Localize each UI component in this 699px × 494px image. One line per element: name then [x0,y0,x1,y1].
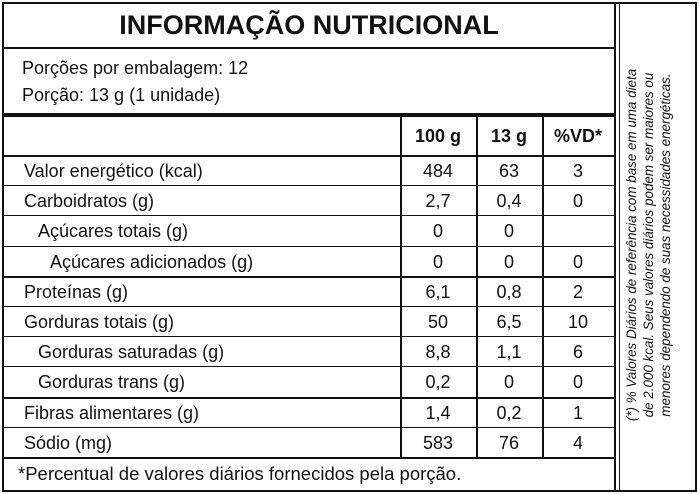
side-note-line: (*) % Valores Diários de referência com … [624,68,639,422]
cell-value: 6,1 [425,281,451,302]
cell-value: 6 [572,342,583,363]
column-line [476,117,478,457]
cell-value: 0 [572,372,583,393]
column-line [400,117,402,457]
cell-value: 0 [503,221,514,242]
rule [4,113,614,117]
footnote: *Percentual de valores diários fornecido… [18,463,462,484]
nutrient-name: Fibras alimentares (g) [24,402,200,423]
column-line [542,117,544,457]
side-note-line: de 2.000 kcal. Seus valores diários pode… [641,72,656,418]
side-note: (*) % Valores Diários de referência com … [623,40,693,450]
row-rule [4,155,614,157]
cell-value: 0 [432,251,443,272]
side-divider [614,2,616,492]
servings: Porções por embalagem: 12 [22,58,249,78]
cell-value: 583 [422,432,454,453]
column-header: 100 g [414,126,462,146]
cell-value: 484 [422,161,454,181]
nutrient-name: Sódio (mg) [24,432,113,453]
cell-value: 4 [572,432,583,453]
row-rule [4,336,614,338]
rule [4,47,614,49]
title: INFORMAÇÃO NUTRICIONAL [119,10,499,40]
cell-value: 0,2 [425,372,451,393]
row-rule [4,215,614,217]
nutrient-name: Gorduras trans (g) [38,372,186,393]
row-rule [4,366,614,368]
nutrient-name: Açúcares adicionados (g) [50,251,254,272]
row-rule [4,245,614,247]
row-rule [4,457,614,459]
cell-value: 2 [572,281,583,302]
serving-size: Porção: 13 g (1 unidade) [22,85,221,105]
cell-value: 1,1 [496,342,522,363]
side-note-line: menores dependendo de suas necessidades … [658,73,673,417]
side-divider [619,2,620,492]
column-header: 13 g [490,126,528,146]
cell-value: 10 [567,312,589,332]
cell-value: 3 [572,161,583,181]
cell-value: 76 [498,432,520,453]
nutrient-name: Gorduras totais (g) [24,312,175,332]
cell-value: 0,2 [496,402,522,423]
cell-value: 2,7 [425,191,451,212]
row-rule [4,396,614,399]
column-header: %VD* [553,126,602,146]
cell-value: 8,8 [425,342,451,363]
nutrient-name: Açúcares totais (g) [38,221,189,242]
nutrient-name: Carboidratos (g) [24,191,155,212]
cell-value: 0,8 [496,281,522,302]
nutrient-name: Gorduras saturadas (g) [38,342,225,363]
cell-value: 63 [498,161,520,181]
row-rule [4,426,614,428]
cell-value: 0 [572,251,583,272]
cell-value: 50 [427,312,449,332]
row-rule [4,185,614,187]
cell-value: 1 [572,402,583,423]
row-rule [4,275,614,278]
cell-value: 0 [432,221,443,242]
nutrient-name: Valor energético (kcal) [24,161,203,181]
row-rule [4,306,614,307]
cell-value: 0 [503,251,514,272]
cell-value: 0 [503,372,514,393]
cell-value: 6,5 [496,312,522,332]
cell-value: 0 [572,191,583,212]
cell-value: 0,4 [496,191,522,212]
nutrient-name: Proteínas (g) [24,281,129,302]
cell-value: 1,4 [425,402,451,423]
